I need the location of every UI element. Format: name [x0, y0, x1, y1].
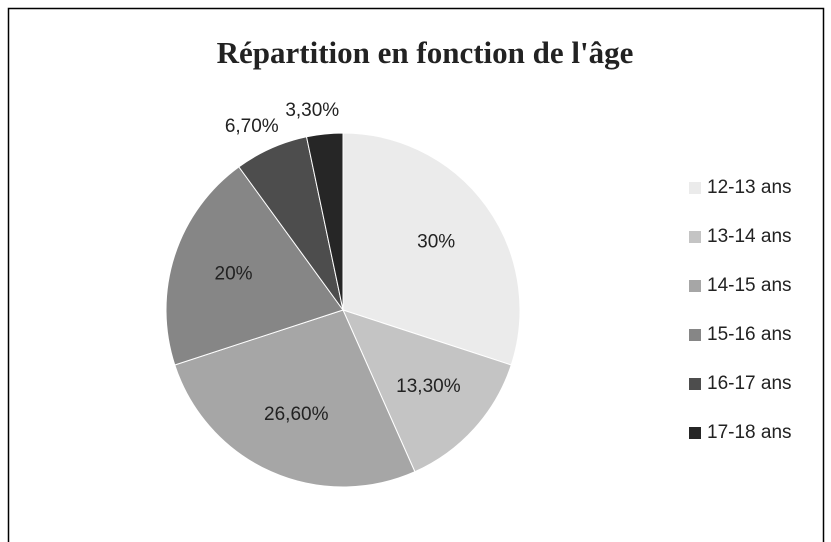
pie-slice [342, 132, 521, 366]
legend-label: 15-16 ans [707, 324, 792, 345]
legend-label: 13-14 ans [707, 226, 792, 247]
pie-slice [342, 309, 512, 473]
pie-slice [165, 166, 344, 366]
legend-swatch [689, 427, 701, 439]
legend-swatch [689, 329, 701, 341]
legend-swatch [689, 182, 701, 194]
data-label: 20% [215, 264, 253, 285]
legend-swatch [689, 231, 701, 243]
chart-title: Répartition en fonction de l'âge [217, 35, 634, 70]
data-label: 30% [417, 231, 455, 252]
legend-label: 12-13 ans [707, 177, 792, 198]
pie-slice [174, 309, 416, 488]
data-label: 6,70% [225, 116, 279, 137]
legend-label: 14-15 ans [707, 275, 792, 296]
legend-label: 17-18 ans [707, 422, 792, 443]
data-label: 3,30% [285, 100, 339, 121]
legend-label: 16-17 ans [707, 373, 792, 394]
legend-swatch [689, 280, 701, 292]
data-label: 26,60% [264, 404, 329, 425]
data-label: 13,30% [396, 376, 461, 397]
legend-swatch [689, 378, 701, 390]
pie-slice [305, 132, 344, 311]
